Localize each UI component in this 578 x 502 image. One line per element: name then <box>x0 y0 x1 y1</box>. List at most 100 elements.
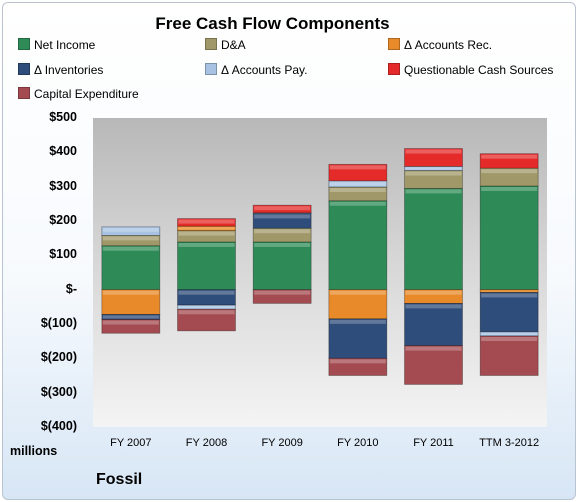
units-label: millions <box>10 444 58 458</box>
bar-segment <box>404 302 463 347</box>
y-tick-label: $500 <box>49 110 77 124</box>
y-tick-label: $300 <box>49 178 77 193</box>
bar-highlight <box>178 306 235 309</box>
legend-item-accounts-pay: Δ Accounts Pay. <box>205 63 308 77</box>
legend-swatch <box>205 38 217 50</box>
bar-highlight <box>254 290 311 295</box>
bar-highlight <box>178 290 235 295</box>
bar-segment <box>328 163 388 182</box>
plot-area <box>93 118 547 427</box>
bar-segment <box>252 213 312 229</box>
bar-highlight <box>481 169 538 174</box>
y-tick-label: $200 <box>49 213 77 227</box>
bar-segment <box>479 153 539 169</box>
bar-highlight <box>329 290 386 295</box>
bar-segment <box>177 308 236 332</box>
bar-segment <box>252 289 312 304</box>
legend-item-capital-expenditure: Capital Expenditure <box>18 87 139 101</box>
bar-segment <box>177 241 236 291</box>
bar-highlight <box>178 219 235 224</box>
legend-label: Capital Expenditure <box>34 87 139 101</box>
legend-swatch <box>388 38 400 50</box>
bar-segment <box>479 292 539 333</box>
bar-highlight <box>254 214 311 219</box>
y-tick-label: $(400) <box>40 419 77 433</box>
legend-label: Δ Accounts Pay. <box>221 63 308 77</box>
bar-highlight <box>405 189 462 194</box>
bar-highlight <box>254 242 311 247</box>
legend-swatch <box>18 87 30 99</box>
legend-label: Δ Inventories <box>34 63 104 77</box>
bar-highlight <box>329 165 386 170</box>
y-tick-label: $(100) <box>40 316 77 330</box>
legend-swatch <box>18 63 30 75</box>
bar-segment <box>101 245 161 291</box>
bar-segment <box>101 226 161 236</box>
bar-highlight <box>178 231 235 236</box>
legend-label: Δ Accounts Rec. <box>404 38 493 52</box>
bar-highlight <box>481 293 538 298</box>
bar-highlight <box>329 188 386 193</box>
legend-item-accounts-rec: Δ Accounts Rec. <box>388 38 492 52</box>
bar-segment <box>479 335 539 376</box>
company-label: Fossil <box>96 471 143 488</box>
bar-segment <box>404 187 463 291</box>
legend-label: Net Income <box>34 38 96 52</box>
bar-highlight <box>481 332 538 336</box>
bar-highlight <box>481 154 538 159</box>
y-tick-label: $(200) <box>40 350 77 365</box>
legend-swatch <box>388 63 400 75</box>
bar-segment <box>177 218 236 227</box>
bar-highlight <box>481 290 538 292</box>
bar-highlight <box>178 227 235 230</box>
y-tick-label: $(300) <box>40 384 77 399</box>
x-tick-label: FY 2011 <box>413 437 454 449</box>
bar-highlight <box>254 206 311 211</box>
bar-segment <box>328 289 388 320</box>
bar-highlight <box>329 181 386 186</box>
bar-segment <box>328 200 388 291</box>
bar-highlight <box>405 304 462 309</box>
bar-highlight <box>102 236 159 241</box>
bar-segment <box>252 204 312 214</box>
bar-highlight <box>102 227 159 232</box>
bar-highlight <box>329 201 386 206</box>
bar-highlight <box>405 290 462 295</box>
x-tick-label: FY 2007 <box>110 437 152 449</box>
bar-segment <box>328 318 388 359</box>
bar-highlight <box>178 242 235 247</box>
legend-swatch <box>18 38 30 50</box>
bar-highlight <box>405 149 462 154</box>
bar-segment <box>252 241 312 291</box>
bar-highlight <box>329 359 386 364</box>
y-tick-label: $- <box>65 281 77 296</box>
legend-item-inventories: Δ Inventories <box>18 63 103 77</box>
bar-segment <box>404 148 463 167</box>
x-tick-label: FY 2010 <box>337 437 379 449</box>
bar-segment <box>404 345 463 385</box>
bar-highlight <box>329 319 386 324</box>
x-tick-label: TTM 3-2012 <box>479 437 540 449</box>
bar-highlight <box>102 315 159 319</box>
bar-highlight <box>405 167 462 170</box>
legend-label: Questionable Cash Sources <box>404 63 554 77</box>
legend-label: D&A <box>221 38 246 52</box>
bar-segment <box>101 289 161 315</box>
legend-item-d-and-a: D&A <box>205 38 246 52</box>
bar-highlight <box>254 229 311 234</box>
bar-highlight <box>102 290 159 295</box>
bar-highlight <box>102 320 159 325</box>
bar-highlight <box>481 337 538 342</box>
legend-swatch <box>205 63 217 75</box>
chart-title: Free Cash Flow Components <box>155 14 390 33</box>
y-tick-label: $100 <box>49 247 77 262</box>
bar-highlight <box>102 246 159 251</box>
bar-segment <box>479 185 539 291</box>
bar-highlight <box>405 346 462 351</box>
legend-item-questionable-cash-sources: Questionable Cash Sources <box>388 63 553 77</box>
bar-highlight <box>481 186 538 191</box>
legend-item-net-income: Net Income <box>18 38 95 52</box>
bar-segment <box>328 357 388 376</box>
bar-highlight <box>405 171 462 176</box>
